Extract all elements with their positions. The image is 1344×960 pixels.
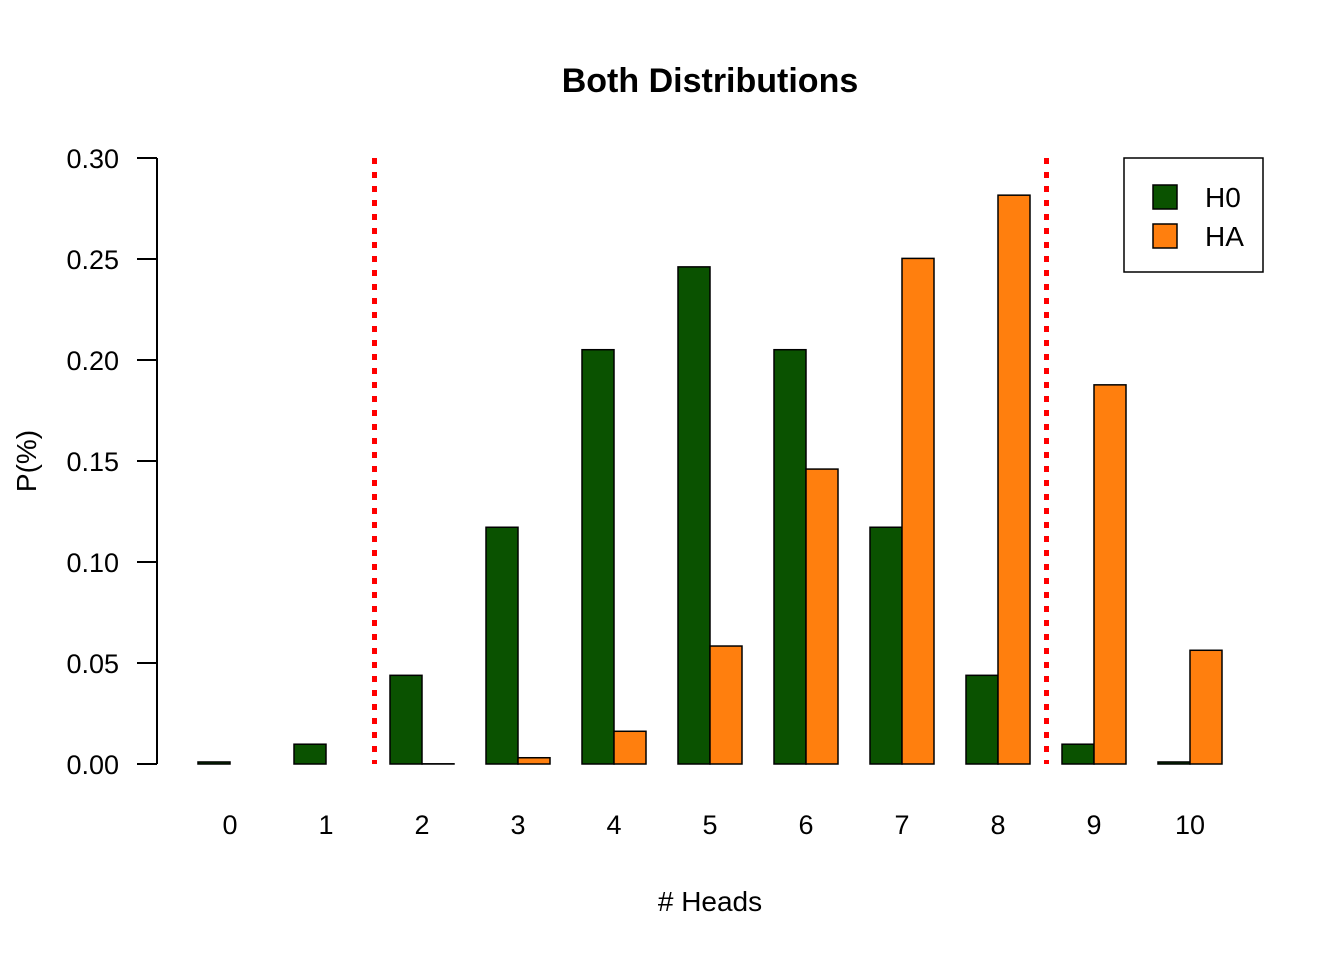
y-tick-label: 0.05 [66,649,119,679]
y-tick-label: 0.15 [66,447,119,477]
x-tick-label: 10 [1175,810,1205,840]
x-tick-label: 2 [414,810,429,840]
y-tick-label: 0.00 [66,750,119,780]
x-tick-label: 6 [798,810,813,840]
bar-h0-9 [1061,743,1095,765]
bar-ha-7 [901,257,935,765]
bar-ha-10 [1189,649,1223,765]
y-tick-label: 0.25 [66,245,119,275]
bar-h0-5 [677,266,711,765]
x-axis-tick-labels: 0 1 2 3 4 5 6 7 8 9 10 [222,810,1205,840]
bars [197,194,1223,765]
y-tick-label: 0.30 [66,144,119,174]
x-tick-label: 8 [990,810,1005,840]
bar-h0-1 [293,743,327,765]
bar-ha-6 [805,468,839,765]
bar-h0-2 [389,674,423,765]
legend-box [1123,157,1264,273]
legend-swatch-ha [1152,223,1178,249]
y-axis-label: P(%) [11,430,42,492]
x-tick-label: 1 [318,810,333,840]
bar-ha-5 [709,645,743,765]
x-axis-label: # Heads [658,886,762,917]
bar-h0-0 [197,761,231,765]
bar-h0-4 [581,348,615,765]
y-tick-label: 0.20 [66,346,119,376]
x-tick-label: 9 [1086,810,1101,840]
y-axis: 0.00 0.05 0.10 0.15 0.20 0.25 0.30 [66,144,158,780]
legend-label-ha: HA [1205,221,1244,252]
x-tick-label: 5 [702,810,717,840]
legend: H0 HA [1123,157,1264,273]
x-tick-label: 0 [222,810,237,840]
bar-ha-4 [613,730,647,765]
chart-title: Both Distributions [562,62,859,100]
x-tick-label: 3 [510,810,525,840]
legend-label-h0: H0 [1205,182,1241,213]
bar-ha-9 [1093,384,1127,765]
bar-h0-7 [869,526,903,765]
bar-h0-3 [485,526,519,765]
bar-ha-3 [517,756,551,765]
legend-swatch-h0 [1152,184,1178,210]
y-tick-label: 0.10 [66,548,119,578]
x-tick-label: 4 [606,810,621,840]
x-tick-label: 7 [894,810,909,840]
bar-h0-10 [1157,761,1191,765]
bar-ha-8 [997,194,1031,765]
bar-h0-8 [965,674,999,765]
critical-lines [372,158,1049,764]
bar-h0-6 [773,348,807,765]
